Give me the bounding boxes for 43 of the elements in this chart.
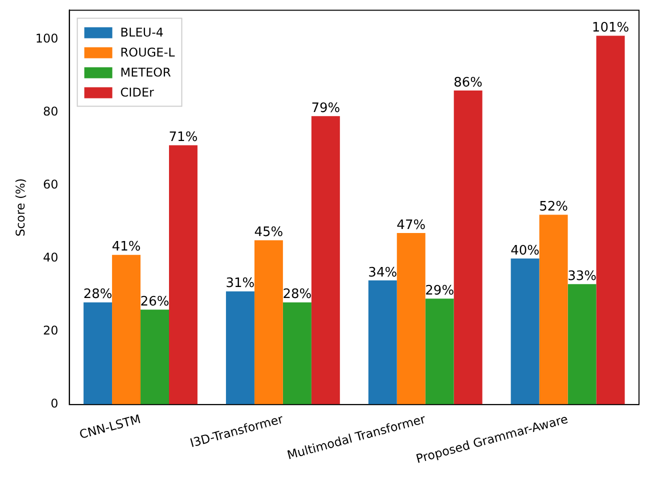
- bar: [568, 284, 596, 405]
- data-label: 79%: [311, 100, 340, 116]
- y-tick-label: 100: [35, 32, 58, 46]
- bar: [169, 145, 198, 405]
- y-axis-title: Score (%): [13, 178, 28, 236]
- legend-label: ROUGE-L: [120, 45, 176, 60]
- y-tick-label: 80: [43, 104, 58, 119]
- bar: [596, 36, 625, 405]
- data-label: 31%: [226, 276, 255, 292]
- data-label: 26%: [140, 294, 170, 310]
- bar: [282, 302, 312, 405]
- y-tick-label: 60: [43, 178, 58, 192]
- bar: [425, 298, 454, 405]
- bar: [368, 280, 397, 405]
- bar: [311, 116, 340, 405]
- data-label: 101%: [592, 20, 630, 36]
- bar: [539, 214, 568, 405]
- data-label: 86%: [454, 75, 483, 90]
- bar: [396, 232, 426, 405]
- data-label: 47%: [396, 218, 426, 233]
- legend-label: CIDEr: [120, 85, 154, 100]
- y-tick-label: 40: [43, 250, 58, 265]
- bar: [510, 258, 540, 405]
- bar: [454, 90, 482, 405]
- data-label: 41%: [112, 240, 141, 255]
- data-label: 28%: [83, 287, 112, 302]
- data-label: 52%: [539, 200, 568, 215]
- bar: [226, 291, 254, 405]
- bar: [140, 310, 169, 405]
- y-tick-label: 20: [43, 324, 58, 338]
- bar: [254, 240, 283, 405]
- data-label: 29%: [425, 284, 454, 299]
- bar: [112, 254, 141, 405]
- bar: [84, 302, 112, 405]
- legend-label: METEOR: [120, 65, 171, 80]
- data-label: 71%: [168, 130, 198, 146]
- data-label: 33%: [568, 268, 596, 284]
- data-label: 28%: [282, 287, 312, 302]
- legend-label: BLEU-4: [120, 25, 164, 40]
- data-label: 45%: [254, 225, 284, 240]
- data-label: 40%: [510, 243, 540, 258]
- data-label: 34%: [368, 265, 398, 280]
- y-tick-label: 0: [50, 396, 58, 411]
